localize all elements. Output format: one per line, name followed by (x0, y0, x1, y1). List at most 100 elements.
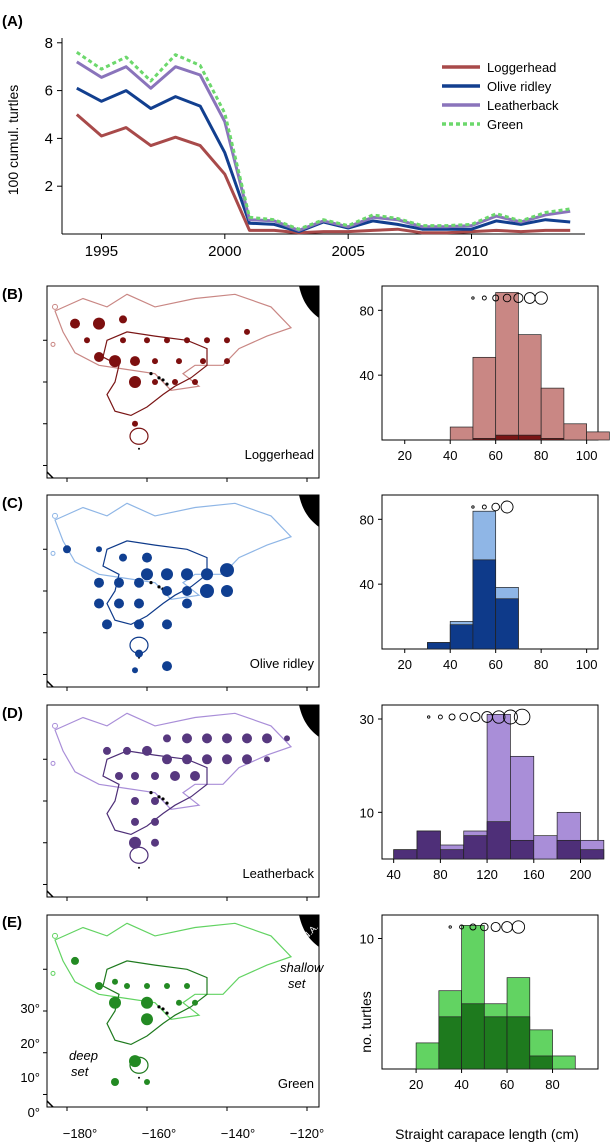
size-legend-circle (502, 709, 518, 725)
island (165, 382, 169, 386)
size-legend-circle (448, 713, 456, 721)
bar-deep (449, 624, 474, 650)
panel-a-legend: Loggerhead Olive ridley Leatherback Gree… (442, 60, 559, 132)
shallow-set-contour-islet (52, 512, 58, 519)
size-legend-circle (448, 925, 452, 929)
histogram-ylabel: no. turtles (358, 991, 374, 1052)
island (161, 797, 165, 801)
histogram-ytick-label: 80 (360, 303, 374, 318)
size-legend-circle (492, 710, 506, 724)
legend-label-leatherback: Leatherback (487, 98, 559, 113)
map-dot (129, 376, 141, 388)
bar-total (563, 423, 587, 441)
map-dot (162, 754, 172, 765)
bar-deep (416, 830, 441, 860)
map-dot (244, 328, 250, 335)
map-olive-ridley (43, 494, 320, 691)
deep-set-label-1: deep (69, 1048, 98, 1063)
map-dot (204, 337, 210, 344)
island (157, 1005, 161, 1009)
shallow-set-contour-islet (50, 341, 56, 347)
map-dot (224, 358, 230, 365)
map-dot (119, 553, 127, 562)
map-dot (129, 836, 141, 849)
map-dot (132, 420, 138, 427)
north-america-landmass (299, 705, 319, 737)
lon-tick-160: −160° (142, 1126, 176, 1141)
map-dot (84, 337, 90, 344)
histogram-xtick-label: 40 (386, 867, 400, 882)
bar-deep (486, 821, 511, 860)
panel-a-xtick-label: 2010 (455, 243, 488, 260)
lon-tick-120: −120° (290, 1126, 324, 1141)
panel-a-xtick-label: 2000 (208, 243, 241, 260)
map-dot (123, 746, 131, 755)
series-line-green (75, 51, 571, 231)
map-dot (152, 358, 158, 365)
size-legend-circle (470, 711, 481, 723)
map-dot (163, 734, 171, 743)
map-dot (151, 838, 159, 847)
map-dot (200, 358, 206, 365)
map-dot (170, 771, 180, 781)
map-dot (162, 619, 172, 630)
map-dot (151, 772, 159, 780)
map-dot (192, 379, 198, 385)
panel-a-xtick-label: 2005 (331, 243, 364, 260)
size-legend-circle (459, 712, 468, 722)
lat-tick-10: 10° (20, 1070, 40, 1085)
size-legend-circle (513, 292, 524, 304)
map-dot (162, 661, 172, 672)
panel-a-ylabel: 100 cumul. turtles (5, 85, 21, 196)
map-dot (176, 358, 182, 365)
bar-deep (556, 839, 581, 860)
bar-deep (472, 438, 497, 441)
map-dot (182, 754, 192, 765)
bar-deep (483, 1016, 508, 1070)
map-dot (70, 318, 80, 329)
island (149, 791, 153, 795)
size-legend-circle (491, 502, 500, 512)
histogram-xtick-label: 120 (476, 867, 498, 882)
map-dot (164, 337, 170, 344)
size-legend-circle (511, 920, 526, 934)
lat-tick-0: 0° (28, 1105, 40, 1120)
bar-total (518, 334, 542, 441)
north-america-landmass (299, 495, 319, 527)
map-species-label-green: Green (278, 1076, 314, 1091)
panel-label-e: (E) (2, 914, 22, 931)
map-dot (142, 552, 152, 563)
map-dot (103, 746, 111, 755)
lon-tick-140: −140° (221, 1126, 255, 1141)
map-dot (114, 598, 124, 609)
deep-set-label-2: set (71, 1064, 90, 1079)
map-dot (192, 999, 198, 1006)
map-dot (94, 577, 104, 588)
island (138, 866, 140, 869)
histogram-ytick-label: 40 (360, 368, 374, 383)
deep-set-contour-south (129, 846, 149, 864)
map-corner-land (46, 1100, 54, 1108)
map-dot (124, 983, 130, 989)
map-dot (134, 598, 144, 609)
map-dot (264, 756, 270, 763)
map-dot (114, 577, 124, 588)
bar-deep (427, 642, 451, 650)
histogram-ytick-label: 40 (360, 577, 374, 592)
map-dot (262, 733, 272, 744)
map-dot (93, 317, 105, 330)
island (165, 1011, 169, 1015)
histogram-xtick-label: 80 (545, 1077, 559, 1092)
histogram-xtick-label: 40 (454, 1077, 468, 1092)
map-dot (182, 733, 192, 744)
histogram-xtick-label: 80 (534, 657, 548, 672)
map-dot (220, 563, 234, 578)
map-dot (134, 619, 144, 630)
map-dot (144, 1079, 150, 1085)
size-legend-circle (437, 714, 443, 720)
shallow-set-contour-islet (50, 760, 56, 766)
map-dot (141, 568, 153, 581)
histogram-xtick-label: 100 (576, 657, 598, 672)
map-dot (221, 585, 233, 597)
